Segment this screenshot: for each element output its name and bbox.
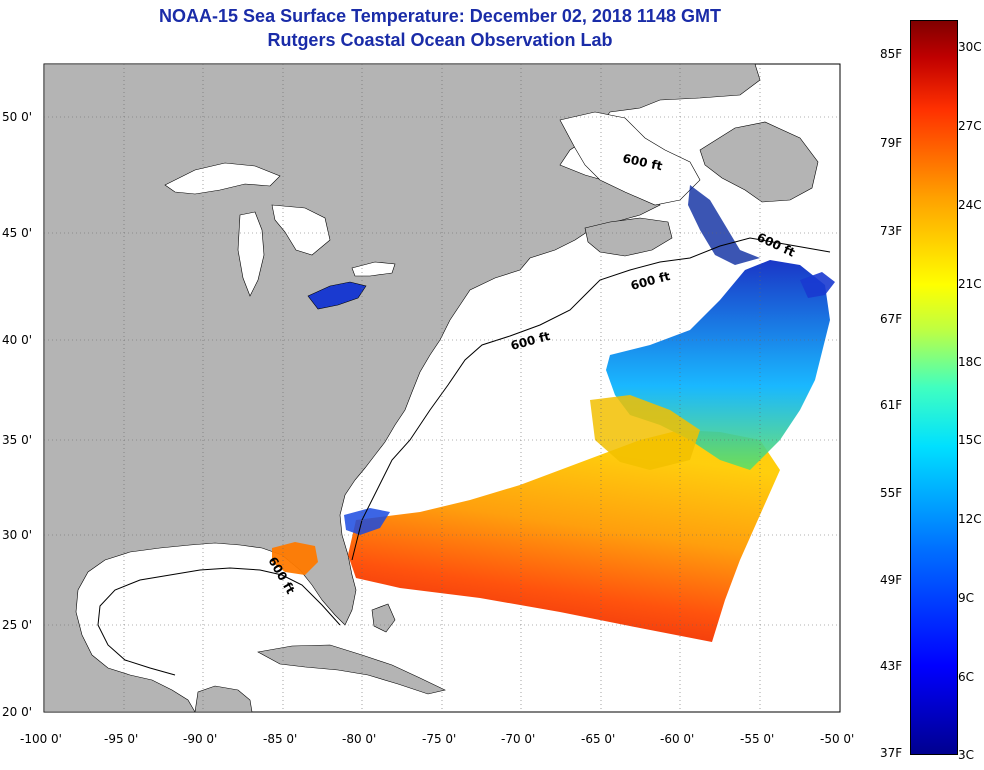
- longitude-tick: -75 0': [422, 732, 456, 746]
- sst-swath-warm: [348, 430, 780, 642]
- colorbar-f-label: 73F: [880, 224, 903, 238]
- latitude-tick: 30 0': [2, 528, 32, 542]
- graticule: [44, 64, 840, 712]
- colorbar-f-label: 49F: [880, 573, 903, 587]
- sst-florida-cold-patch: [344, 508, 390, 535]
- longitude-axis: -100 0' -95 0' -90 0' -85 0' -80 0' -75 …: [20, 732, 854, 746]
- map-subtitle: Rutgers Coastal Ocean Observation Lab: [267, 30, 613, 50]
- land-newfoundland: [699, 121, 819, 203]
- longitude-tick: -60 0': [660, 732, 694, 746]
- colorbar-c-label: 3C: [958, 748, 975, 762]
- colorbar-f-label: 61F: [880, 398, 903, 412]
- temperature-colorbar: [910, 20, 958, 755]
- land-north-america: [44, 64, 761, 712]
- colorbar-c-label: 6C: [958, 670, 975, 684]
- depth-contour-gulf: [97, 567, 341, 676]
- colorbar-f-label: 67F: [880, 312, 903, 326]
- colorbar-c-label: 12C: [958, 512, 982, 526]
- latitude-tick: 35 0': [2, 433, 32, 447]
- colorbar-f-label: 37F: [880, 746, 903, 760]
- colorbar-c-label: 15C: [958, 433, 982, 447]
- longitude-tick: -80 0': [342, 732, 376, 746]
- latitude-tick: 25 0': [2, 618, 32, 632]
- map-title: NOAA-15 Sea Surface Temperature: Decembe…: [159, 6, 721, 26]
- colorbar-f-label: 43F: [880, 659, 903, 673]
- latitude-tick: 50 0': [2, 110, 32, 124]
- sst-nova-scotia-patch: [800, 272, 835, 298]
- depth-contour-600ft: [351, 237, 831, 561]
- lake-superior: [164, 162, 281, 195]
- longitude-tick: -55 0': [740, 732, 774, 746]
- land-nova-scotia: [584, 217, 673, 257]
- sst-swath-scatter-north: [688, 185, 760, 265]
- longitude-tick: -50 0': [820, 732, 854, 746]
- colorbar-f-label: 85F: [880, 47, 903, 61]
- colorbar-c-label: 21C: [958, 277, 982, 291]
- latitude-tick: 20 0': [2, 705, 32, 719]
- lake-ontario: [351, 261, 396, 277]
- colorbar-f-label: 79F: [880, 136, 903, 150]
- latitude-tick: 40 0': [2, 333, 32, 347]
- colorbar-c-label: 30C: [958, 40, 982, 54]
- colorbar-c-label: 24C: [958, 198, 982, 212]
- longitude-tick: -95 0': [104, 732, 138, 746]
- colorbar-c-label: 9C: [958, 591, 975, 605]
- land-bahamas: [371, 603, 396, 633]
- land-yucatan: [194, 685, 253, 712]
- longitude-tick: -65 0': [581, 732, 615, 746]
- lake-huron: [271, 204, 331, 256]
- colorbar-c-label: 18C: [958, 355, 982, 369]
- longitude-tick: -100 0': [20, 732, 62, 746]
- longitude-tick: -85 0': [263, 732, 297, 746]
- longitude-tick: -70 0': [501, 732, 535, 746]
- land-cuba: [257, 644, 446, 695]
- colorbar-c-label: 27C: [958, 119, 982, 133]
- colorbar-f-label: 55F: [880, 486, 903, 500]
- longitude-tick: -90 0': [183, 732, 217, 746]
- sst-swath-mid: [590, 395, 700, 470]
- latitude-tick: 45 0': [2, 226, 32, 240]
- latitude-axis: 50 0' 45 0' 40 0' 35 0' 30 0' 25 0' 20 0…: [2, 110, 32, 719]
- sst-gulf-patch: [272, 542, 318, 575]
